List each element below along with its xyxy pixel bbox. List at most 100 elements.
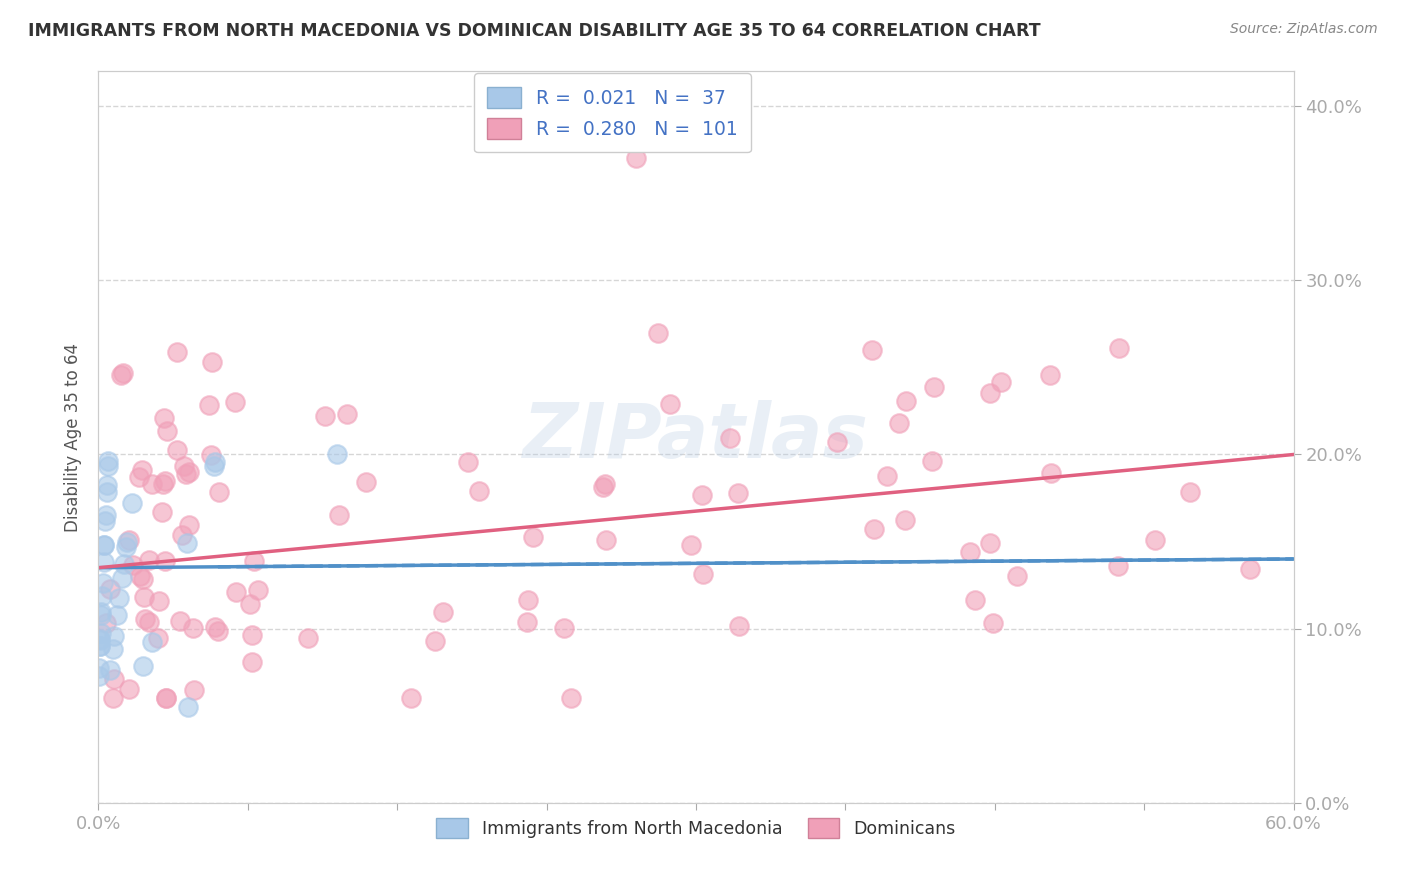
Point (647, 326, 669, 340)
Point (887, 416, 910, 430)
Point (176, 536, 198, 550)
Point (468, 483, 491, 498)
Point (96, 485, 118, 500)
Point (156, 425, 179, 439)
Point (1039, 368, 1062, 382)
Point (166, 443, 188, 458)
Point (141, 635, 163, 649)
Point (174, 467, 197, 482)
Point (177, 465, 200, 479)
Point (170, 528, 193, 542)
Point (97, 454, 120, 468)
Point (155, 691, 177, 706)
Point (979, 536, 1001, 550)
Point (115, 535, 138, 549)
Point (112, 558, 135, 572)
Point (153, 410, 176, 425)
Point (399, 691, 422, 706)
Point (183, 682, 205, 697)
Point (297, 632, 319, 646)
Point (89, 639, 111, 653)
Point (155, 691, 177, 706)
Point (146, 631, 169, 645)
Point (1239, 562, 1261, 576)
Point (87, 661, 110, 675)
Point (91, 576, 114, 591)
Point (860, 343, 883, 357)
Point (122, 558, 145, 573)
Point (93, 555, 115, 569)
Point (173, 459, 195, 474)
Point (593, 476, 616, 491)
Point (718, 431, 741, 445)
Point (93, 538, 115, 552)
Point (105, 607, 128, 622)
Point (93, 538, 115, 552)
Point (91, 589, 114, 603)
Point (169, 614, 191, 628)
Point (894, 513, 917, 527)
Point (111, 367, 134, 381)
Point (863, 522, 886, 536)
Text: ZIPatlas: ZIPatlas (523, 401, 869, 474)
Point (202, 458, 225, 473)
Point (690, 488, 713, 502)
Point (592, 480, 614, 494)
Point (152, 477, 174, 491)
Point (727, 485, 749, 500)
Point (626, 152, 648, 166)
Point (328, 508, 350, 523)
Point (131, 463, 153, 477)
Point (132, 591, 155, 605)
Point (314, 409, 336, 424)
Point (727, 619, 749, 633)
Point (979, 386, 1001, 401)
Point (553, 621, 575, 635)
Point (94, 514, 117, 528)
Point (98, 582, 121, 596)
Point (110, 368, 132, 383)
Point (560, 691, 582, 706)
Text: IMMIGRANTS FROM NORTH MACEDONIA VS DOMINICAN DISABILITY AGE 35 TO 64 CORRELATION: IMMIGRANTS FROM NORTH MACEDONIA VS DOMIN… (28, 22, 1040, 40)
Text: Source: ZipAtlas.com: Source: ZipAtlas.com (1230, 22, 1378, 37)
Point (96, 477, 118, 491)
Point (990, 375, 1012, 389)
Point (876, 468, 898, 483)
Point (517, 593, 540, 607)
Point (981, 615, 1004, 630)
Point (152, 505, 174, 519)
Point (1005, 569, 1028, 583)
Point (101, 642, 124, 657)
Point (179, 518, 201, 533)
Point (89, 639, 111, 653)
Point (242, 627, 264, 641)
Point (177, 700, 200, 714)
Point (247, 583, 270, 598)
Point (90, 625, 112, 640)
Y-axis label: Disability Age 35 to 64: Disability Age 35 to 64 (65, 343, 83, 532)
Point (595, 533, 617, 547)
Point (240, 656, 263, 670)
Point (200, 448, 222, 462)
Point (138, 615, 160, 629)
Point (141, 476, 163, 491)
Point (225, 585, 247, 599)
Point (1040, 467, 1063, 481)
Point (97, 458, 120, 473)
Point (516, 615, 538, 629)
Point (115, 540, 138, 554)
Legend: Immigrants from North Macedonia, Dominicans: Immigrants from North Macedonia, Dominic… (429, 812, 963, 846)
Point (243, 554, 266, 568)
Point (896, 393, 918, 408)
Point (336, 407, 359, 421)
Point (423, 634, 446, 648)
Point (118, 682, 141, 697)
Point (138, 553, 160, 567)
Point (204, 620, 226, 634)
Point (198, 398, 221, 412)
Point (148, 593, 170, 607)
Point (201, 355, 224, 369)
Point (134, 612, 156, 626)
Point (207, 624, 229, 639)
Point (103, 629, 125, 643)
